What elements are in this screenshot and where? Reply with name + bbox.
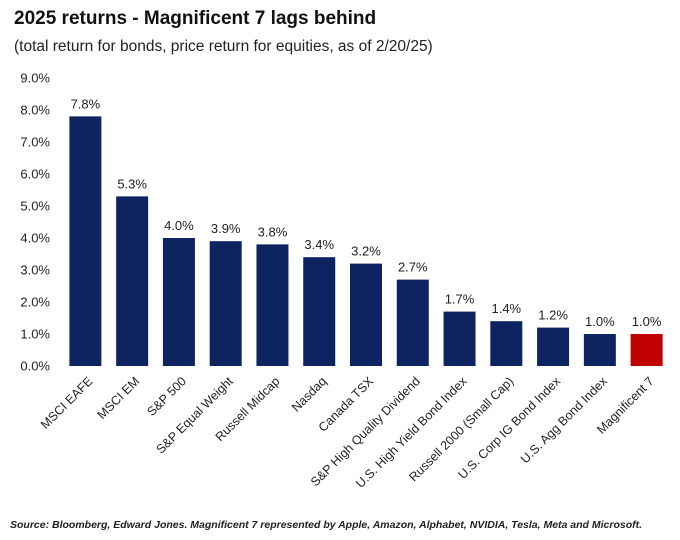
data-label: 3.8% <box>258 224 288 239</box>
data-label: 2.7% <box>398 260 428 275</box>
chart-subtitle: (total return for bonds, price return fo… <box>14 38 433 55</box>
y-tick-label: 8.0% <box>20 103 50 118</box>
bar <box>490 321 523 366</box>
bar <box>396 279 429 366</box>
x-tick-label: S&P 500 <box>144 374 189 419</box>
source-footnote: Source: Bloomberg, Edward Jones. Magnifi… <box>10 519 643 531</box>
data-labels: 7.8% 5.3% 4.0% 3.9% 3.8% 3.4% 3.2% 2.7% 1.7% 1.4%… <box>71 96 662 329</box>
y-tick-label: 3.0% <box>20 263 50 278</box>
y-tick-label: 7.0% <box>20 135 50 150</box>
bar <box>303 257 336 366</box>
x-tick-label: MSCI EM <box>95 374 143 422</box>
bar-chart: 0.0% 1.0% 2.0% 3.0% 4.0% 5.0% 6.0% 7.0% 8.0% 9.0%… <box>20 71 663 491</box>
bar <box>350 263 382 366</box>
y-tick-label: 6.0% <box>20 167 50 182</box>
bar <box>256 244 289 366</box>
y-tick-label: 2.0% <box>20 295 50 310</box>
bar <box>209 241 242 366</box>
y-tick-label: 1.0% <box>20 327 50 342</box>
bar <box>162 238 195 366</box>
chart-title: 2025 returns - Magnificent 7 lags behind <box>14 8 377 29</box>
data-label: 4.0% <box>164 218 194 233</box>
y-axis: 0.0% 1.0% 2.0% 3.0% 4.0% 5.0% 6.0% 7.0% 8.0% 9.0% <box>20 71 50 374</box>
data-label: 5.3% <box>117 176 147 191</box>
data-label: 1.2% <box>538 308 568 323</box>
x-tick-label: Nasdaq <box>289 374 329 414</box>
y-tick-label: 4.0% <box>20 231 50 246</box>
data-label: 3.9% <box>211 221 241 236</box>
y-tick-label: 0.0% <box>20 359 50 374</box>
data-label: 1.4% <box>491 301 521 316</box>
bar <box>537 327 570 366</box>
data-label: 1.0% <box>585 314 615 329</box>
data-label: 3.2% <box>351 244 381 259</box>
x-tick-label: MSCI EAFE <box>38 374 96 432</box>
x-tick-label: U.S. Agg Bond Index <box>518 374 610 466</box>
data-label: 1.0% <box>632 314 662 329</box>
bar <box>69 116 102 367</box>
bar <box>630 334 663 366</box>
data-label: 1.7% <box>445 292 475 307</box>
data-label: 3.4% <box>304 237 334 252</box>
y-tick-label: 9.0% <box>20 71 50 86</box>
bar <box>443 311 476 366</box>
bars <box>69 116 663 367</box>
bar <box>116 196 149 366</box>
data-label: 7.8% <box>71 96 101 111</box>
y-tick-label: 5.0% <box>20 199 50 214</box>
bar <box>583 334 616 366</box>
